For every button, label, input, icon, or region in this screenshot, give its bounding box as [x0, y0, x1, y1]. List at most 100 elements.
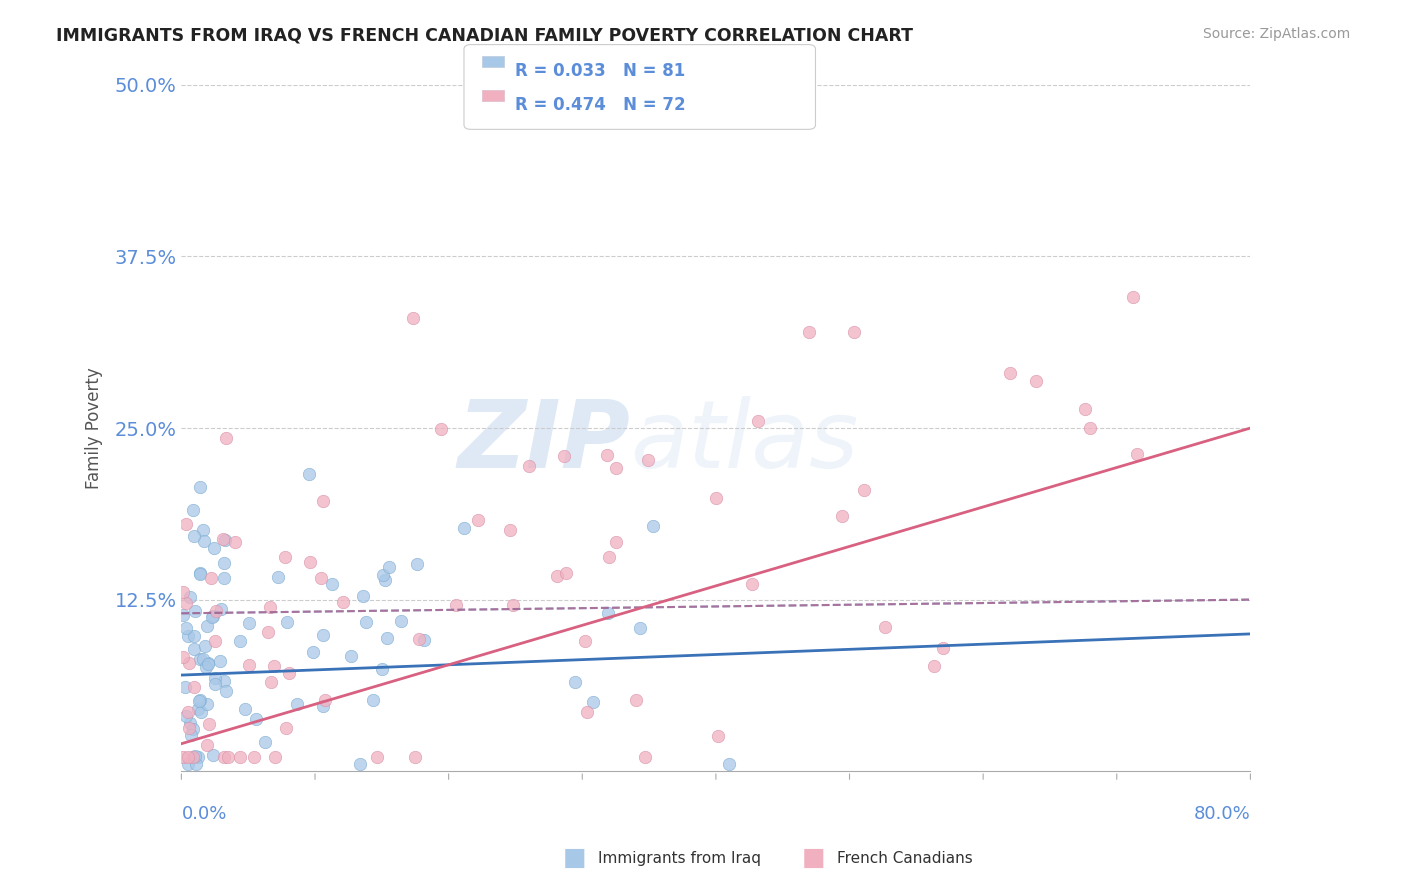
Point	[349, 757, 371, 772]
Point	[204, 677, 226, 691]
Point	[799, 325, 821, 339]
Point	[582, 695, 605, 709]
Point	[224, 535, 246, 549]
Point	[932, 640, 955, 655]
Point	[172, 649, 194, 664]
Point	[366, 750, 388, 764]
Point	[202, 748, 225, 763]
Point	[375, 632, 398, 646]
Text: IMMIGRANTS FROM IRAQ VS FRENCH CANADIAN FAMILY POVERTY CORRELATION CHART: IMMIGRANTS FROM IRAQ VS FRENCH CANADIAN …	[56, 27, 914, 45]
Point	[263, 658, 285, 673]
Point	[637, 453, 659, 467]
Text: ■: ■	[801, 847, 825, 870]
Text: R = 0.033   N = 81: R = 0.033 N = 81	[515, 62, 685, 80]
Point	[190, 566, 212, 581]
Point	[172, 607, 194, 622]
Point	[1025, 375, 1047, 389]
Point	[276, 615, 298, 629]
Point	[598, 550, 620, 565]
Point	[187, 701, 209, 715]
Text: ■: ■	[562, 847, 586, 870]
Point	[183, 681, 205, 695]
Point	[190, 706, 212, 720]
Point	[172, 584, 194, 599]
Point	[922, 659, 945, 673]
Point	[188, 480, 211, 494]
Point	[444, 598, 467, 612]
Point	[197, 717, 219, 731]
Point	[321, 577, 343, 591]
Text: 80.0%: 80.0%	[1194, 805, 1250, 823]
Point	[179, 715, 201, 730]
Point	[741, 577, 763, 591]
Point	[467, 513, 489, 527]
Point	[576, 705, 599, 719]
Point	[278, 666, 301, 681]
Point	[718, 757, 741, 772]
Point	[183, 641, 205, 656]
Point	[233, 702, 256, 716]
Point	[873, 619, 896, 633]
Point	[634, 750, 657, 764]
Point	[201, 609, 224, 624]
Point	[208, 654, 231, 668]
Point	[194, 639, 217, 653]
Point	[430, 421, 453, 435]
Point	[1122, 290, 1144, 304]
Point	[554, 566, 576, 580]
Point	[499, 524, 522, 538]
Point	[853, 483, 876, 497]
Point	[998, 366, 1021, 380]
Point	[209, 602, 232, 616]
Point	[214, 750, 236, 764]
Point	[197, 656, 219, 670]
Text: Immigrants from Iraq: Immigrants from Iraq	[598, 851, 761, 865]
Point	[564, 675, 586, 690]
Point	[195, 738, 218, 752]
Point	[546, 569, 568, 583]
Point	[406, 558, 429, 572]
Point	[257, 625, 280, 640]
Point	[412, 633, 434, 648]
Point	[389, 614, 412, 628]
Point	[179, 721, 201, 735]
Point	[332, 595, 354, 609]
Point	[214, 571, 236, 585]
Point	[229, 633, 252, 648]
Point	[202, 541, 225, 555]
Point	[180, 727, 202, 741]
Point	[408, 632, 430, 647]
Point	[363, 692, 385, 706]
Point	[187, 750, 209, 764]
Y-axis label: Family Poverty: Family Poverty	[86, 368, 103, 489]
Point	[229, 750, 252, 764]
Point	[183, 750, 205, 764]
Point	[747, 414, 769, 428]
Point	[665, 105, 688, 120]
Point	[643, 519, 665, 533]
Point	[204, 604, 226, 618]
Point	[598, 606, 620, 620]
Point	[215, 683, 238, 698]
Point	[183, 629, 205, 643]
Point	[704, 491, 727, 505]
Text: 0.0%: 0.0%	[181, 805, 226, 823]
Point	[831, 508, 853, 523]
Point	[374, 574, 396, 588]
Point	[276, 721, 298, 735]
Point	[264, 750, 287, 764]
Point	[174, 517, 197, 532]
Point	[188, 694, 211, 708]
Point	[193, 652, 215, 666]
Point	[177, 629, 200, 643]
Point	[267, 570, 290, 584]
Text: atlas: atlas	[630, 396, 859, 487]
Point	[259, 674, 281, 689]
Point	[204, 633, 226, 648]
Point	[302, 645, 325, 659]
Point	[259, 599, 281, 614]
Point	[339, 649, 361, 664]
Point	[181, 722, 204, 736]
Point	[624, 692, 647, 706]
Text: Source: ZipAtlas.com: Source: ZipAtlas.com	[1202, 27, 1350, 41]
